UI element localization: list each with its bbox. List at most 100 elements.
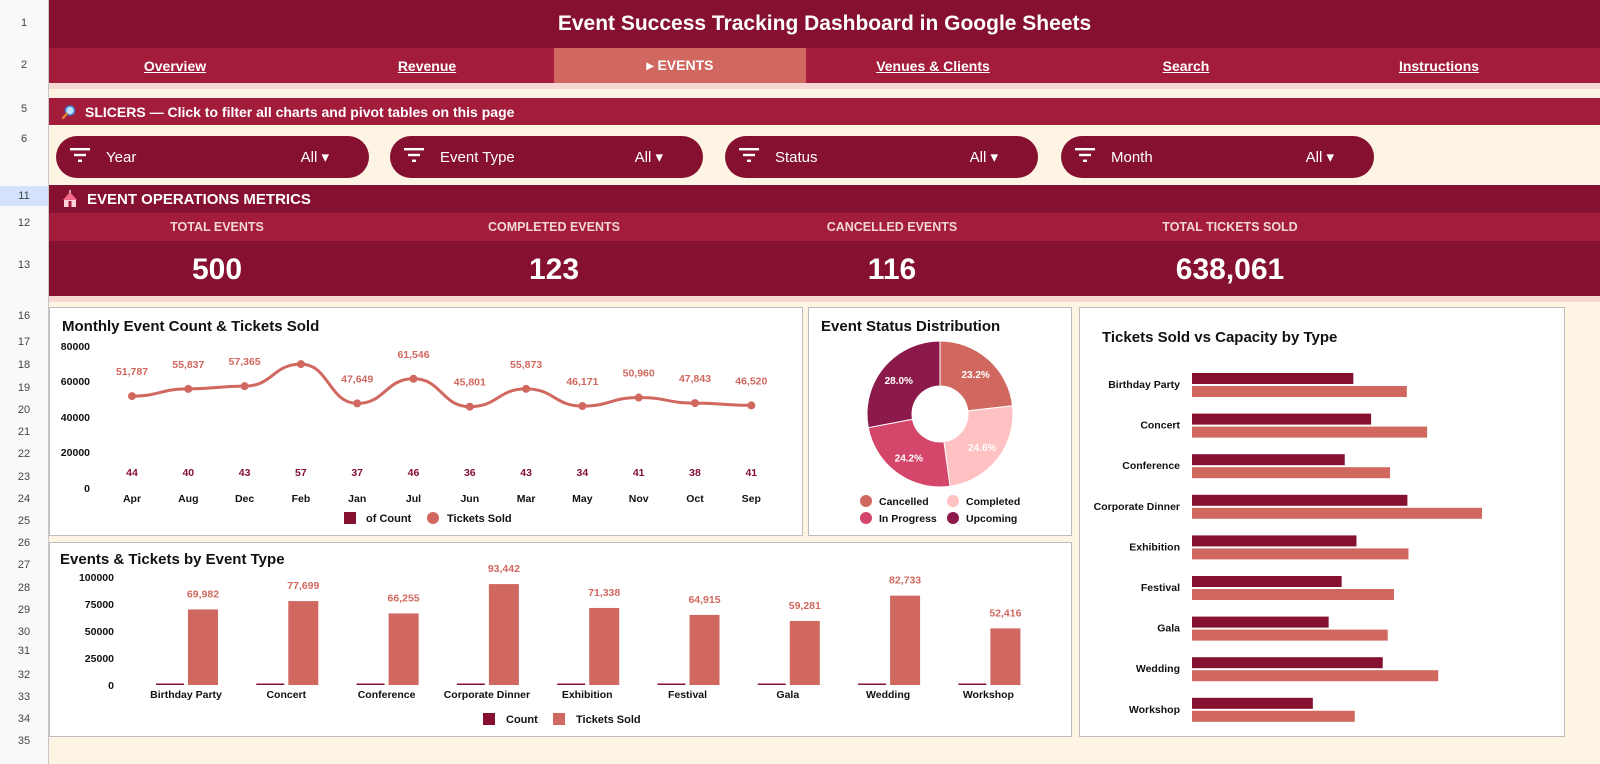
slicer-0[interactable]: Year All ▾ [56,136,369,178]
capacity-chart-title: Tickets Sold vs Capacity by Type [1102,329,1338,346]
pie-slice-completed [943,405,1014,487]
count-label: 41 [633,467,645,479]
nav-tab-5[interactable]: Instructions [1398,57,1480,74]
pie-slice-label: 24.2% [895,453,923,464]
slicer-value-dropdown[interactable]: All ▾ [969,149,998,166]
nav-tab-2[interactable]: ▸ EVENTS [554,48,806,83]
x-tick-label: May [572,493,593,505]
tickets-sold-point [353,399,362,408]
x-tick-label: Corporate Dinner [444,689,530,701]
x-tick-label: Gala [776,689,799,701]
slicer-2[interactable]: Status All ▾ [725,136,1038,178]
row-number[interactable]: 32 [17,669,31,681]
category-label: Concert [1140,420,1180,432]
tickets-value-label: 52,416 [989,607,1021,619]
x-tick-label: Oct [686,493,704,505]
row-number[interactable]: 26 [17,537,31,549]
nav-tab-3[interactable]: Venues & Clients [876,57,990,74]
row-number[interactable]: 31 [17,645,31,657]
slicer-3[interactable]: Month All ▾ [1061,136,1374,178]
row-number[interactable]: 23 [17,471,31,483]
slicer-value-dropdown[interactable]: All ▾ [634,149,663,166]
capacity-bar [1192,629,1388,641]
count-label: 40 [182,467,194,479]
magnifier-icon [61,104,77,120]
row-number[interactable]: 30 [17,626,31,638]
tickets-sold-bar [1192,697,1313,709]
row-number[interactable]: 21 [17,426,31,438]
row-number[interactable]: 13 [17,259,31,271]
filter-icon [1075,148,1095,166]
row-number[interactable]: 25 [17,515,31,527]
row-number[interactable]: 35 [17,735,31,747]
slicer-label: Year [106,148,137,166]
nav-tab-1[interactable]: Revenue [397,57,457,74]
tickets-sold-point [409,374,418,383]
x-tick-label: Jul [406,493,421,505]
y-tick-label: 100000 [79,572,114,584]
capacity-bar [1192,548,1409,560]
pie-slice-label: 28.0% [885,376,913,387]
status-chart-svg: 23.2% 24.6% 24.2% 28.0% Cancelled Completed In… [860,340,1020,525]
count-label: 36 [464,467,476,479]
type-chart-svg: 100000 75000 50000 25000 0 69,982 Birthday Par… [79,563,1022,726]
metrics-heading-text: EVENT OPERATIONS METRICS [87,190,311,208]
legend-label: In Progress [879,513,937,525]
count-label: 34 [577,467,589,479]
count-label: 41 [745,467,757,479]
tickets-bar [789,620,820,685]
row-number[interactable]: 28 [17,582,31,594]
row-number[interactable]: 11 [0,186,48,206]
category-label: Wedding [1136,663,1180,675]
row-number[interactable]: 22 [17,448,31,460]
tickets-sold-bar [1192,616,1329,628]
row-number[interactable]: 29 [17,604,31,616]
legend-swatch-tickets [553,713,565,725]
capacity-bar [1192,386,1407,397]
row-number[interactable]: 27 [17,559,31,571]
x-tick-label: Jan [348,493,366,505]
capacity-bar [1192,670,1439,682]
row-number[interactable]: 6 [20,133,28,145]
tickets-sold-point [184,384,193,393]
y-tick-label: 75000 [85,599,114,611]
x-tick-label: Feb [292,493,311,505]
row-number[interactable]: 2 [20,59,28,71]
pie-slice-upcoming [866,340,941,429]
tickets-sold-point [522,384,531,393]
x-tick-label: Mar [517,493,536,505]
row-number[interactable]: 34 [17,713,31,725]
slicer-label: Status [775,148,818,166]
tickets-sold-point [691,399,699,408]
row-number[interactable]: 1 [20,17,28,29]
row-number[interactable]: 12 [17,217,31,229]
row-number[interactable]: 18 [17,359,31,371]
tickets-value-label: 66,255 [388,592,420,604]
row-number[interactable]: 17 [17,336,31,348]
slicer-1[interactable]: Event Type All ▾ [390,136,703,178]
row-number[interactable]: 19 [17,382,31,394]
row-number[interactable]: 33 [17,691,31,703]
capacity-bar [1192,507,1482,519]
count-label: 57 [295,467,307,479]
nav-tab-4[interactable]: Search [1162,57,1210,74]
tickets-value-label: 82,733 [889,575,921,587]
legend-label-tickets: Tickets Sold [447,513,512,525]
metric-value: 116 [867,253,917,286]
row-number[interactable]: 5 [20,103,28,115]
status-chart-card: Event Status Distribution 23.2% 24.6% 24.2… [808,307,1072,536]
x-tick-label: Jun [460,493,479,505]
row-number[interactable]: 16 [17,310,31,322]
count-label: 38 [689,467,701,479]
tickets-point-label: 46,520 [735,375,767,387]
row-number[interactable]: 24 [17,493,31,505]
slicer-value-dropdown[interactable]: All ▾ [1305,149,1334,166]
category-label: Exhibition [1129,541,1180,553]
tickets-value-label: 77,699 [287,580,319,592]
filter-icon [739,148,759,166]
nav-tab-0[interactable]: Overview [143,57,207,74]
slicer-value-dropdown[interactable]: All ▾ [300,149,329,166]
x-tick-label: Aug [178,493,198,505]
tickets-sold-point [465,402,474,411]
row-number[interactable]: 20 [17,404,31,416]
